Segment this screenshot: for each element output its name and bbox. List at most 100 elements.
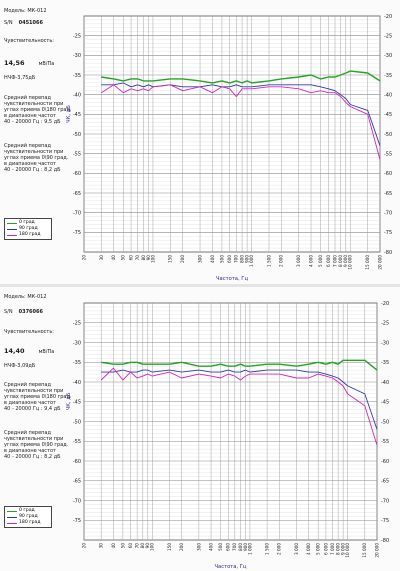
diff-90-note-line: чувствительности при: [4, 436, 64, 442]
diff-90-note-line: в диапазоне частот: [4, 448, 56, 454]
x-tick-label: 800: [238, 543, 243, 551]
x-tick-label: 9 000: [341, 543, 346, 555]
y-tick-label-right: -25: [381, 321, 389, 327]
frequency-response-chart: -25 -30 -35 -40 -45 -50 -55 -60 -65 -70 -75 -20 -25 -…: [66, 14, 392, 282]
x-tick-label: 80: [140, 543, 145, 549]
diff-180-note-line: Средний перепад: [4, 95, 51, 101]
sheet-divider: [0, 284, 400, 287]
x-tick-label: 20 000: [377, 255, 382, 270]
y-tick-label-right: -25: [384, 33, 392, 39]
x-tick-label: 100: [150, 543, 155, 551]
frequency-response-chart: -25 -30 -35 -40 -45 -50 -55 -60 -65 -70 -75 -20 -25 -…: [66, 301, 389, 570]
x-tick-label: 40: [111, 255, 116, 261]
legend-item: 0 град: [7, 508, 49, 514]
legend-label: 90 град: [19, 514, 38, 519]
diff-90-note-line: в диапазоне частот: [4, 161, 56, 167]
diff-180-note-line: чувствительности при: [4, 101, 64, 107]
x-tick-label: 800: [239, 255, 244, 263]
x-tick-label: 2 000: [279, 255, 284, 267]
x-tick-label: 600: [227, 255, 232, 263]
y-tick-label-left: -35: [73, 73, 81, 79]
sensitivity-label: Чувствительность:: [4, 38, 54, 44]
y-tick-label-right: -65: [381, 479, 389, 485]
y-tick-label-right: -75: [384, 230, 392, 236]
y-tick-label-left: -60: [73, 171, 81, 177]
legend-label: 180 град: [19, 232, 41, 237]
legend-swatch: [7, 510, 17, 512]
x-tick-label: 4 000: [306, 543, 311, 555]
diff-180-note-line: в диапазоне частот: [4, 400, 56, 406]
legend-swatch: [7, 234, 17, 236]
x-tick-label: 9 000: [343, 255, 348, 267]
x-tick-label: 1 000: [249, 255, 254, 267]
diff-90-note-line: чувствительности при: [4, 149, 64, 155]
legend-swatch: [7, 522, 17, 524]
legend-item: 90 град: [7, 514, 49, 520]
x-tick-label: 1 500: [265, 543, 270, 555]
y-tick-label-right: -45: [381, 400, 389, 406]
x-tick-label: 7 000: [330, 543, 335, 555]
y-tick-label-right: -20: [384, 14, 392, 20]
y-tick-label-left: -65: [73, 191, 81, 197]
y-axis-title: ЧК, дБ: [66, 392, 72, 410]
y-tick-label-right: -30: [381, 340, 389, 346]
chart-legend: 0 град 90 град 180 град: [4, 218, 52, 240]
x-tick-label: 600: [226, 543, 231, 551]
y-tick-label-right: -75: [381, 518, 389, 524]
serial-label: S/N 0451066: [4, 20, 43, 26]
x-tick-label: 5 000: [318, 255, 323, 267]
model-label: Модель: МК-012: [4, 8, 47, 14]
x-tick-label: 10 000: [348, 255, 353, 270]
sensitivity-value: 14,56 мВ/Па: [4, 59, 55, 67]
y-tick-label-left: -55: [73, 439, 81, 445]
x-tick-label: 1 500: [266, 255, 271, 267]
legend-label: 0 град: [19, 508, 35, 513]
y-tick-label-left: -75: [73, 230, 81, 236]
x-tick-label: 3 000: [294, 543, 299, 555]
x-tick-label: 7 000: [332, 255, 337, 267]
x-tick-label: 60: [128, 255, 133, 261]
x-tick-label: 150: [167, 543, 172, 551]
x-tick-label: 100: [150, 255, 155, 263]
diff-90-note-line: 40 - 20000 Гц : 8,2 дБ: [4, 167, 61, 173]
legend-swatch: [7, 228, 17, 230]
y-tick-label-left: -65: [73, 479, 81, 485]
diff-180-note-line: углах приема 0\180 град.: [4, 107, 72, 113]
y-tick-label-right: -50: [381, 419, 389, 425]
x-tick-label: 700: [234, 255, 239, 263]
serial-label: S/N 0376066: [4, 309, 43, 315]
x-tick-label: 500: [218, 543, 223, 551]
x-tick-label: 20: [81, 255, 86, 261]
legend-swatch: [7, 222, 17, 224]
y-tick-label-right: -35: [384, 73, 392, 79]
x-tick-label: 700: [232, 543, 237, 551]
serial-number: 0376066: [18, 309, 43, 315]
x-tick-label: 400: [208, 543, 213, 551]
y-tick-label-right: -80: [384, 250, 392, 256]
model-label: Модель: МК-012: [4, 294, 47, 300]
x-tick-label: 300: [197, 255, 202, 263]
x-tick-label: 80: [141, 255, 146, 261]
x-tick-label: 300: [196, 543, 201, 551]
x-tick-label: 200: [179, 543, 184, 551]
series-line-90deg: [101, 369, 378, 430]
y-tick-label-right: -65: [384, 191, 392, 197]
x-tick-label: 10 000: [345, 543, 350, 558]
series-line-0deg: [101, 359, 378, 371]
x-tick-label: 20 000: [374, 543, 379, 558]
legend-item: 180 град: [7, 232, 49, 238]
diff-90-note: Средний перепад чувствительности при углах…: [4, 430, 82, 460]
y-tick-label-right: -60: [381, 459, 389, 465]
y-tick-label-right: -40: [381, 380, 389, 386]
x-tick-label: 15 000: [365, 255, 370, 270]
diff-90-note: Средний перепад чувствительности при углах…: [4, 143, 82, 173]
y-tick-label-left: -30: [73, 53, 81, 59]
y-tick-label-right: -45: [384, 112, 392, 118]
x-tick-label: 2 000: [277, 543, 282, 555]
y-tick-label-right: -60: [384, 171, 392, 177]
x-tick-label: 60: [128, 543, 133, 549]
spec-panel: Модель: МК-012 S/N 0451066 Чувствительность…: [4, 0, 82, 285]
x-tick-label: 8 000: [338, 255, 343, 267]
y-tick-label-left: -50: [73, 419, 81, 425]
legend-item: 0 град: [7, 220, 49, 226]
